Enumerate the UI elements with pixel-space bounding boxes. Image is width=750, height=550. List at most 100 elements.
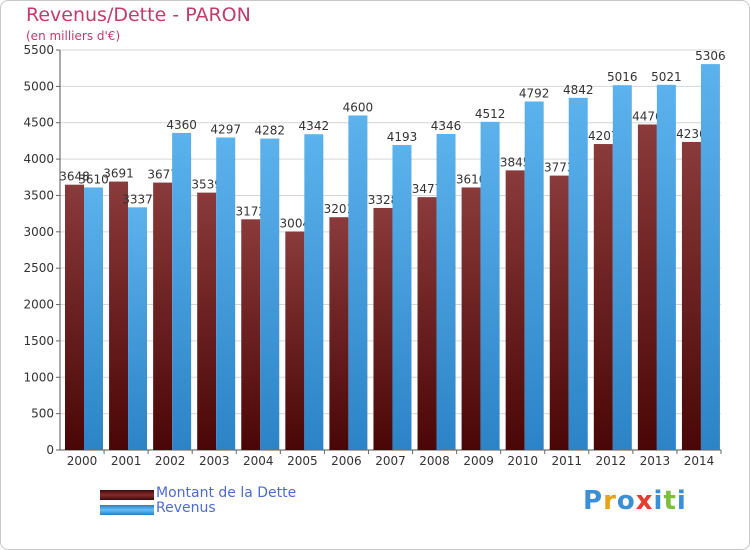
- data-label: 4207: [588, 129, 619, 143]
- proxiti-logo: Proxiti: [583, 486, 687, 516]
- data-label: 3610: [456, 172, 487, 186]
- data-label: 3477: [412, 182, 443, 196]
- data-label: 3328: [368, 193, 399, 207]
- logo-letter: r: [603, 486, 617, 516]
- bar-dette: [329, 217, 349, 450]
- bar-dette: [461, 187, 481, 451]
- chart-subtitle: (en milliers d'€): [26, 29, 121, 43]
- y-tick-label: 0: [46, 443, 54, 457]
- bar-dette: [285, 231, 305, 450]
- x-tick-label: 2004: [243, 454, 274, 468]
- data-label: 3004: [280, 217, 311, 231]
- data-label: 4193: [387, 130, 418, 144]
- y-tick-label: 2500: [23, 261, 54, 275]
- y-tick-label: 5000: [23, 79, 54, 93]
- data-label: 4360: [166, 118, 197, 132]
- data-label: 3677: [147, 168, 178, 182]
- data-label: 4842: [563, 83, 594, 97]
- data-label: 5021: [651, 70, 682, 84]
- data-label: 4297: [210, 122, 241, 136]
- x-tick-label: 2013: [640, 454, 671, 468]
- bar-dette: [373, 207, 393, 450]
- x-tick-label: 2003: [199, 454, 230, 468]
- bar-revenus: [568, 97, 588, 450]
- x-tick-label: 2007: [375, 454, 406, 468]
- y-tick-label: 1000: [23, 370, 54, 384]
- bar-revenus: [304, 134, 324, 450]
- x-tick-label: 2011: [551, 454, 582, 468]
- bar-dette: [417, 197, 437, 450]
- x-tick-label: 2002: [155, 454, 186, 468]
- legend-label-revenus: Revenus: [156, 500, 216, 516]
- data-label: 4346: [431, 119, 462, 133]
- bar-dette: [505, 170, 525, 450]
- data-label: 5016: [607, 70, 638, 84]
- bar-revenus: [392, 145, 412, 450]
- logo-letter: x: [635, 486, 654, 516]
- bar-revenus: [700, 64, 720, 450]
- bar-revenus: [612, 85, 632, 450]
- bar-dette: [549, 175, 569, 450]
- chart-title: Revenus/Dette - PARON: [26, 4, 251, 26]
- bar-dette: [593, 144, 613, 450]
- data-label: 3691: [103, 167, 134, 181]
- bar-dette: [109, 181, 129, 450]
- data-label: 3539: [191, 178, 222, 192]
- data-label: 3201: [324, 202, 355, 216]
- bar-revenus: [128, 207, 148, 450]
- bar-revenus: [348, 115, 368, 451]
- bar-revenus: [216, 137, 236, 450]
- x-tick-label: 2001: [111, 454, 142, 468]
- data-label: 3845: [500, 155, 531, 169]
- logo-letter: P: [583, 486, 604, 516]
- bar-revenus: [524, 101, 544, 450]
- bar-dette: [637, 124, 657, 451]
- data-label: 4512: [475, 107, 506, 121]
- logo-letter: i: [653, 486, 664, 516]
- bar-dette: [65, 184, 84, 450]
- bar-revenus: [480, 121, 500, 450]
- legend-label-dette: Montant de la Dette: [156, 485, 297, 501]
- bar-revenus: [84, 187, 103, 451]
- y-tick-label: 3000: [23, 225, 54, 239]
- bar-dette: [241, 219, 261, 450]
- x-tick-label: 2014: [684, 454, 715, 468]
- y-tick-label: 4000: [23, 152, 54, 166]
- data-label: 3172: [235, 204, 266, 218]
- bar-revenus: [260, 138, 280, 450]
- y-tick-label: 2000: [23, 298, 54, 312]
- bar-dette: [197, 192, 217, 451]
- x-tick-label: 2005: [287, 454, 318, 468]
- data-label: 4600: [343, 100, 374, 114]
- x-tick-label: 2012: [596, 454, 627, 468]
- y-tick-label: 4500: [23, 116, 54, 130]
- x-tick-label: 2006: [331, 454, 362, 468]
- data-label: 4476: [632, 109, 663, 123]
- data-label: 4236: [676, 127, 707, 141]
- data-label: 4342: [299, 119, 330, 133]
- legend-swatch-revenus: [100, 505, 154, 515]
- bar-revenus: [436, 133, 456, 450]
- y-tick-label: 1500: [23, 334, 54, 348]
- logo-letter: i: [676, 486, 687, 516]
- y-tick-label: 3500: [23, 188, 54, 202]
- data-label: 3773: [544, 161, 575, 175]
- data-label: 3648: [59, 170, 90, 184]
- data-label: 4792: [519, 86, 550, 100]
- data-label: 5306: [695, 49, 726, 63]
- y-tick-label: 5500: [23, 43, 54, 57]
- data-label: 4282: [254, 124, 285, 138]
- bar-revenus: [172, 132, 192, 450]
- x-tick-label: 2009: [463, 454, 494, 468]
- logo-letter: t: [663, 486, 677, 516]
- data-label: 3610: [78, 172, 109, 186]
- x-tick-label: 2010: [507, 454, 538, 468]
- x-tick-label: 2008: [419, 454, 450, 468]
- bar-dette: [153, 182, 173, 450]
- bar-revenus: [656, 84, 676, 450]
- data-label: 3337: [122, 192, 153, 206]
- x-tick-label: 2000: [67, 454, 98, 468]
- y-tick-label: 500: [31, 407, 54, 421]
- legend-swatch-dette: [100, 490, 154, 500]
